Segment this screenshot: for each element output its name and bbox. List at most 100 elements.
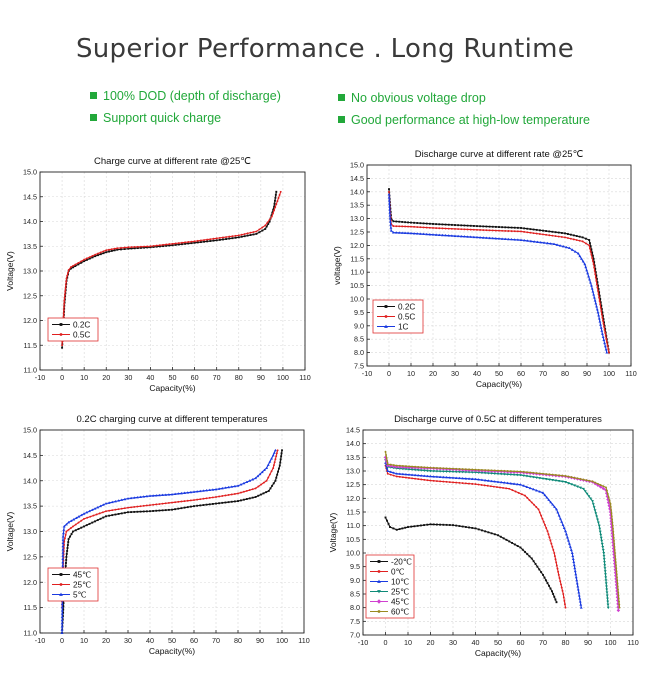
- data-point: [602, 338, 606, 342]
- y-tick-label: 14.5: [350, 174, 364, 183]
- data-point: [441, 227, 444, 230]
- x-tick-label: 30: [449, 638, 457, 647]
- data-point: [67, 538, 70, 541]
- data-point: [603, 564, 607, 567]
- data-point: [212, 239, 215, 242]
- data-point: [445, 470, 449, 473]
- data-point: [492, 485, 495, 488]
- data-point: [490, 469, 493, 472]
- y-axis-label: Voltage(V): [328, 512, 338, 552]
- legend-marker: [59, 333, 63, 336]
- series-0℃: [384, 464, 567, 609]
- data-point: [474, 477, 477, 481]
- data-point: [576, 587, 580, 591]
- bullet-icon: [90, 92, 97, 99]
- data-point: [67, 520, 71, 524]
- data-point: [183, 491, 187, 494]
- data-point: [231, 237, 234, 240]
- data-point: [174, 501, 177, 504]
- data-point: [89, 515, 92, 518]
- data-point: [215, 237, 218, 240]
- discharge-rate-chart: Discharge curve at different rate @25℃ -1…: [332, 149, 637, 389]
- data-point: [457, 224, 460, 227]
- data-point: [582, 487, 585, 491]
- data-point: [155, 503, 158, 506]
- data-point: [598, 291, 601, 294]
- data-point: [617, 597, 620, 600]
- data-point: [64, 522, 68, 526]
- data-point: [469, 224, 472, 227]
- data-point: [551, 230, 554, 233]
- data-point: [604, 334, 607, 337]
- data-point: [387, 202, 391, 205]
- data-point: [523, 230, 526, 233]
- data-point: [565, 532, 568, 536]
- series-0.5C: [61, 190, 282, 347]
- data-point: [603, 561, 606, 564]
- data-point: [97, 254, 99, 257]
- data-point: [439, 467, 442, 470]
- data-point: [140, 245, 142, 248]
- data-point: [130, 506, 133, 509]
- data-point: [272, 451, 276, 454]
- data-point: [133, 246, 136, 248]
- data-point: [600, 308, 603, 310]
- data-point: [554, 235, 557, 238]
- x-axis-label: Capacity(%): [149, 646, 195, 656]
- data-point: [419, 469, 423, 472]
- data-point: [594, 302, 598, 305]
- data-point: [422, 226, 425, 229]
- data-point: [416, 222, 419, 224]
- data-point: [490, 479, 494, 483]
- y-tick-label: 14.0: [346, 439, 360, 448]
- data-point: [266, 221, 269, 224]
- data-point: [598, 530, 602, 534]
- series--20℃: [384, 516, 558, 604]
- data-point: [256, 474, 260, 478]
- data-point: [525, 485, 529, 488]
- data-point: [196, 498, 199, 501]
- data-point: [401, 464, 404, 467]
- data-point: [456, 234, 460, 238]
- data-point: [64, 287, 67, 289]
- data-point: [480, 478, 484, 481]
- data-point: [130, 247, 133, 250]
- data-point: [478, 236, 482, 239]
- data-point: [485, 229, 488, 232]
- data-point: [447, 234, 451, 237]
- data-point: [102, 252, 105, 255]
- data-point: [258, 231, 261, 234]
- data-point: [509, 470, 512, 473]
- data-point: [425, 226, 428, 229]
- data-point: [389, 463, 392, 466]
- data-point: [541, 517, 544, 520]
- data-point: [594, 273, 597, 276]
- data-point: [167, 493, 171, 496]
- data-point: [110, 500, 114, 504]
- data-point: [598, 294, 601, 297]
- y-tick-label: 8.0: [350, 603, 360, 612]
- data-point: [193, 499, 195, 501]
- data-point: [589, 245, 592, 248]
- data-point: [516, 238, 520, 241]
- data-point: [526, 227, 529, 230]
- data-point: [594, 276, 597, 279]
- data-point: [512, 473, 516, 477]
- y-tick-label: 14.5: [23, 451, 37, 460]
- legend: 45℃25℃5℃: [47, 567, 99, 602]
- data-point: [261, 229, 264, 232]
- data-point: [513, 230, 516, 233]
- data-point: [493, 480, 497, 483]
- data-point: [548, 473, 551, 476]
- data-point: [561, 474, 564, 477]
- data-point: [425, 469, 429, 473]
- data-point: [61, 346, 64, 349]
- data-point: [596, 286, 599, 289]
- data-point: [64, 283, 67, 286]
- data-point: [614, 552, 616, 554]
- data-point: [426, 466, 429, 469]
- data-point: [546, 582, 549, 585]
- data-point: [486, 472, 490, 475]
- data-point: [464, 471, 468, 474]
- data-point: [280, 455, 283, 458]
